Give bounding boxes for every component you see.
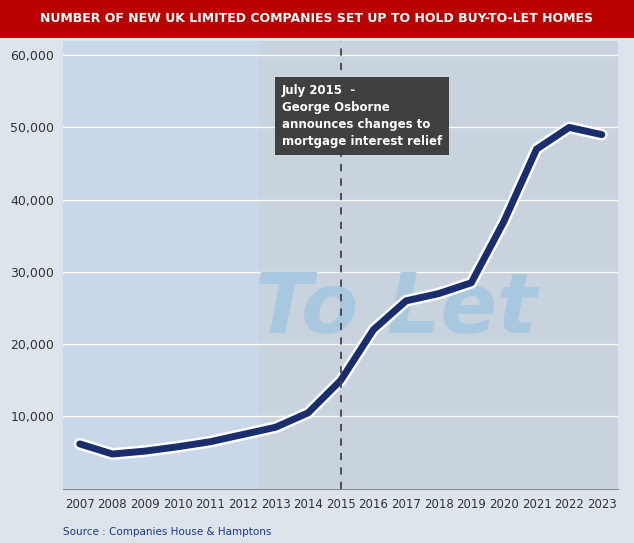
Text: NUMBER OF NEW UK LIMITED COMPANIES SET UP TO HOLD BUY-TO-LET HOMES: NUMBER OF NEW UK LIMITED COMPANIES SET U… (41, 12, 593, 26)
Text: To Let: To Let (256, 269, 537, 350)
Text: Source : Companies House & Hamptons: Source : Companies House & Hamptons (63, 527, 272, 537)
Bar (259, 41, 618, 489)
Text: July 2015  -
George Osborne
announces changes to
mortgage interest relief: July 2015 - George Osborne announces cha… (282, 84, 443, 148)
